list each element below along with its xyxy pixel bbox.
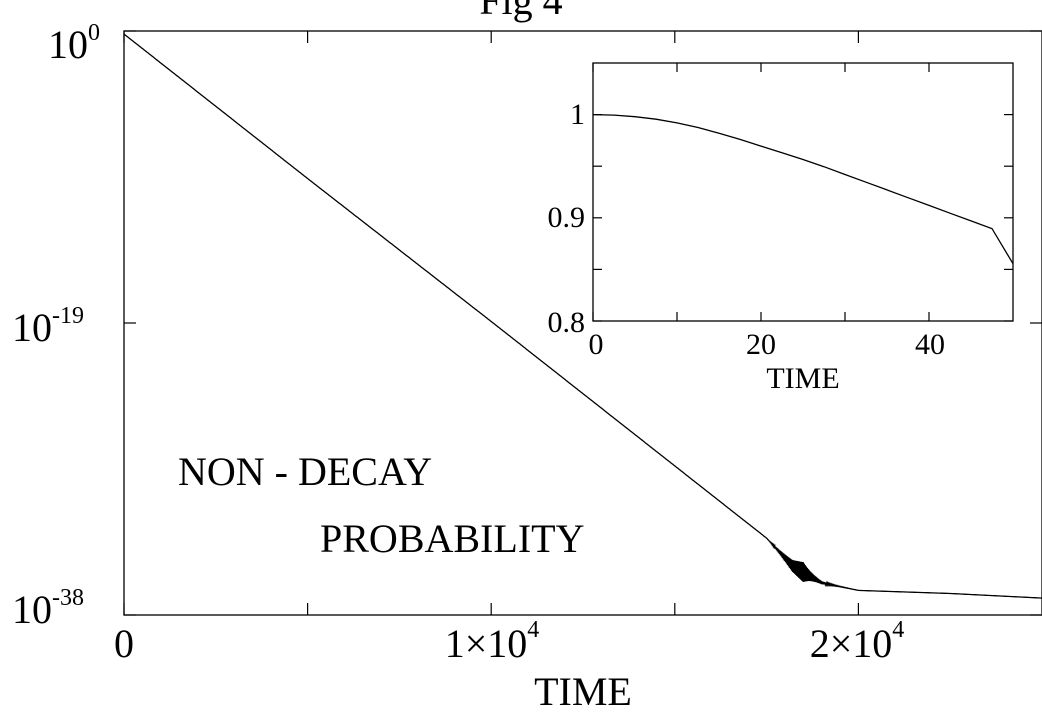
svg-text:10-19: 10-19 xyxy=(12,303,84,350)
inset-plot-frame xyxy=(592,62,1014,322)
inset-x-axis-label: TIME xyxy=(766,362,839,395)
inset-y-tick-label-2: 1 xyxy=(570,98,585,131)
main-x-tick-label-1-text: 1×104 xyxy=(445,617,540,666)
main-x-tick-label-2-mantissa: 2×10 xyxy=(810,621,893,666)
annotation-line-1: NON - DECAY xyxy=(178,449,432,494)
svg-text:10-38: 10-38 xyxy=(12,585,84,632)
main-x-tick-label-0-text: 0 xyxy=(114,621,134,666)
main-tick-marks xyxy=(123,30,1042,616)
main-x-tick-label-2-text: 2×104 xyxy=(810,617,905,666)
inset-y-tick-label-0: 0.8 xyxy=(548,306,586,339)
main-y-tick-label-0-exponent: 0 xyxy=(88,20,100,46)
svg-text:100: 100 xyxy=(48,20,100,67)
inset-x-tick-label-1: 20 xyxy=(746,328,776,361)
inset-tick-marks xyxy=(592,63,1013,322)
main-x-tick-label-2: 2×104 xyxy=(810,617,905,666)
main-y-tick-label-1-exponent: -19 xyxy=(52,303,84,329)
main-x-tick-label-0-mantissa: 0 xyxy=(114,621,134,666)
main-y-tick-label-2-exponent: -38 xyxy=(52,585,84,611)
main-x-tick-label-2-exponent: 4 xyxy=(892,617,904,643)
main-x-tick-label-1-mantissa: 1×10 xyxy=(445,621,528,666)
annotation-line-2: PROBABILITY xyxy=(320,516,584,561)
main-x-axis-label: TIME xyxy=(534,669,632,714)
main-y-tick-label-2-mantissa: 10 xyxy=(12,587,52,632)
main-x-tick-label-1: 1×104 xyxy=(445,617,540,666)
main-y-tick-label-0-mantissa: 10 xyxy=(48,22,88,67)
main-x-tick-label-0: 0 xyxy=(114,621,134,666)
main-y-tick-label-0: 100 xyxy=(48,20,100,67)
inset-chart: 0.8 0.9 1 0 20 40 TIME xyxy=(548,62,1014,395)
inset-x-tick-label-2: 40 xyxy=(915,328,945,361)
main-x-tick-label-1-exponent: 4 xyxy=(527,617,539,643)
main-y-tick-label-2: 10-38 xyxy=(12,585,84,632)
inset-y-tick-label-1: 0.9 xyxy=(548,201,586,234)
main-series-line xyxy=(123,33,1042,599)
main-chart-title: Fig 4 xyxy=(479,0,562,23)
main-y-tick-label-1: 10-19 xyxy=(12,303,84,350)
inset-x-tick-label-0: 0 xyxy=(589,328,604,361)
main-y-tick-label-1-mantissa: 10 xyxy=(12,305,52,350)
main-chart: Fig 4 100 10-19 10-38 0 1×104 2×104 TIME… xyxy=(12,0,1042,714)
inset-series-line xyxy=(592,113,1014,265)
